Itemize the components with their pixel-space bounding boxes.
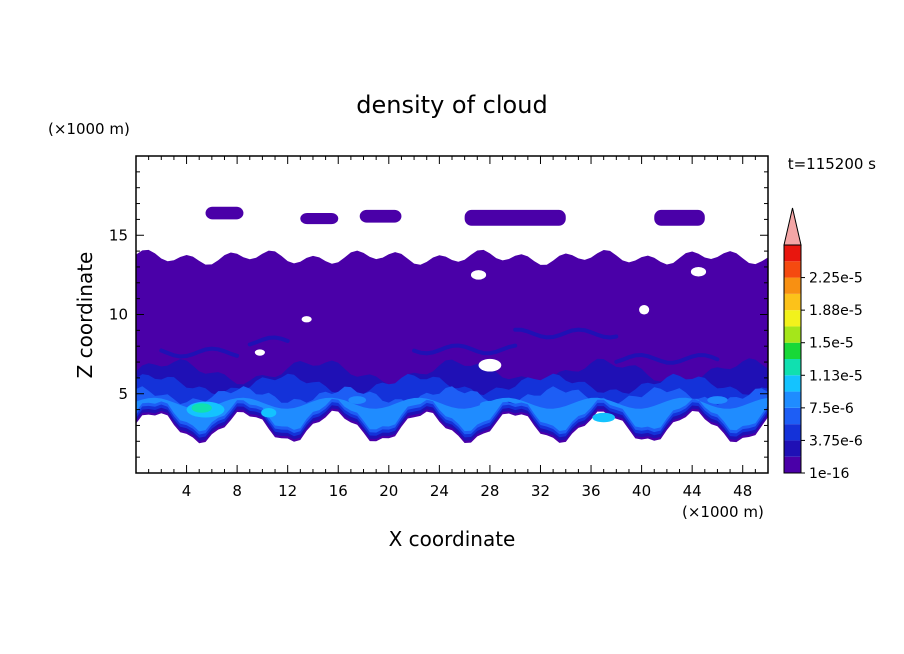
- density-filament: [614, 352, 720, 365]
- colorbar-segment: [784, 424, 801, 441]
- x-tick-label: 4: [182, 482, 192, 500]
- density-maximum: [707, 396, 728, 405]
- clear-air-hole: [639, 304, 650, 315]
- x-tick-label: 20: [379, 482, 398, 500]
- clear-air-hole: [690, 266, 707, 277]
- upper-cloud-patch: [205, 206, 244, 220]
- x-tick-label: 40: [632, 482, 651, 500]
- colorbar-segment: [784, 359, 801, 376]
- density-filament: [513, 327, 619, 340]
- colorbar-extend-arrow: [783, 207, 802, 246]
- colorbar-segment: [784, 245, 801, 262]
- x-tick-label: 16: [329, 482, 348, 500]
- x-tick-label: 24: [430, 482, 449, 500]
- colorbar-label: 3.75e-6: [809, 433, 863, 449]
- x-unit-label: (×1000 m): [682, 503, 764, 521]
- x-tick-label: 8: [232, 482, 242, 500]
- colorbar-segment: [784, 375, 801, 392]
- colorbar-frame: [783, 244, 802, 474]
- density-maximum: [479, 400, 501, 409]
- density-maximum: [191, 403, 212, 413]
- x-tick-label: 48: [733, 482, 752, 500]
- colorbar-segment: [784, 277, 801, 294]
- density-maximum: [348, 396, 367, 405]
- colorbar-segment: [784, 293, 801, 311]
- density-maximum: [261, 408, 277, 418]
- clear-air-hole: [301, 316, 312, 323]
- x-axis-ticks: 4 8 12 16 20 24 28 32 36 40 44 48: [148, 156, 756, 500]
- y-unit-label: (×1000 m): [48, 120, 130, 138]
- x-tick-label: 44: [683, 482, 702, 500]
- colorbar-segment: [784, 342, 801, 359]
- colorbar-segment: [784, 440, 801, 457]
- colorbar-segment: [784, 326, 801, 343]
- upper-cloud-patch: [654, 209, 705, 226]
- colorbar-segment: [784, 407, 801, 425]
- colorbar-segment: [784, 261, 801, 278]
- colorbar-label: 7.5e-6: [809, 401, 854, 417]
- x-tick-label: 36: [581, 482, 600, 500]
- y-tick-label: 5: [118, 385, 128, 403]
- density-filament: [412, 343, 518, 356]
- colorbar-segment: [784, 310, 801, 327]
- x-tick-label: 12: [278, 482, 297, 500]
- density-filament: [159, 346, 240, 359]
- colorbar-label: 1.13e-5: [809, 368, 863, 384]
- colorbar-label: 1e-16: [809, 466, 849, 482]
- colorbar-label: 1.5e-5: [809, 336, 854, 352]
- clear-air-hole: [478, 358, 502, 372]
- colorbar-segment: [784, 391, 801, 408]
- x-axis-label: X coordinate: [389, 527, 516, 551]
- density-band: [136, 397, 768, 432]
- upper-cloud-patch: [464, 209, 566, 226]
- clear-air-hole: [254, 349, 265, 356]
- density-maximum: [592, 412, 616, 423]
- upper-cloud-patch: [300, 213, 339, 225]
- upper-cloud-patch: [359, 209, 402, 223]
- x-tick-label: 32: [531, 482, 550, 500]
- y-tick-label: 15: [109, 226, 128, 244]
- colorbar-label: 1.88e-5: [809, 303, 863, 319]
- y-tick-label: 10: [109, 306, 128, 324]
- plot-area: [136, 206, 768, 444]
- density-filament: [247, 335, 290, 347]
- y-axis-ticks: 5 10 15: [109, 171, 768, 458]
- chart-title: density of cloud: [356, 91, 547, 119]
- y-axis-label: Z coordinate: [73, 252, 97, 379]
- colorbar: 1e-16 3.75e-6 7.5e-6 1.13e-5 1.5e-5 1.88e-5 2.…: [783, 207, 863, 482]
- x-tick-label: 28: [480, 482, 499, 500]
- clear-air-hole: [470, 270, 487, 280]
- time-label: t=115200 s: [788, 155, 876, 173]
- colorbar-label: 2.25e-5: [809, 271, 863, 287]
- colorbar-segment: [784, 456, 801, 473]
